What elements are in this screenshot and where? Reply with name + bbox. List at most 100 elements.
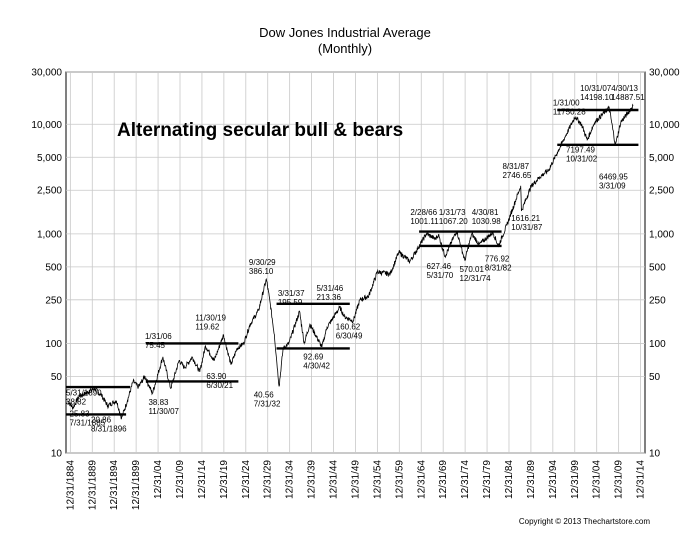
x-tick-label: 12/31/74 bbox=[460, 460, 471, 499]
annotation-bottom: 75.45 bbox=[145, 341, 166, 350]
annotation-top: 570.01 bbox=[459, 265, 484, 274]
x-tick-label: 12/31/24 bbox=[241, 460, 252, 499]
y-tick-label-right: 500 bbox=[649, 262, 666, 273]
y-tick-label-right: 5,000 bbox=[649, 153, 674, 164]
annotation-top: 11/30/19 bbox=[195, 313, 226, 322]
annotation-bottom: 6/30/21 bbox=[206, 381, 233, 390]
annotation-top: 20.86 bbox=[91, 415, 112, 424]
y-tick-label-right: 2,500 bbox=[649, 186, 674, 197]
x-tick-label: 12/31/14 bbox=[636, 460, 647, 499]
annotation-top: 4/30/81 bbox=[472, 208, 499, 217]
annotation-bottom: 11/30/07 bbox=[148, 407, 179, 416]
x-tick-label: 12/31/54 bbox=[372, 460, 383, 499]
annotation-top: 776.92 bbox=[485, 254, 510, 263]
x-tick-label: 12/31/04 bbox=[153, 460, 164, 499]
annotation-bottom: 8/31/1896 bbox=[91, 424, 127, 433]
annotation-bottom: 14198.10 bbox=[580, 93, 614, 102]
djia-series-line bbox=[66, 103, 634, 420]
annotation-top: 10/31/07 bbox=[580, 84, 612, 93]
x-tick-label: 12/31/1884 bbox=[65, 460, 76, 510]
x-tick-label: 12/31/39 bbox=[307, 460, 318, 499]
x-axis: 12/31/1884 12/31/1889 12/31/1894 12/31/1899… bbox=[65, 460, 646, 510]
y-tick-label: 2,500 bbox=[37, 186, 62, 197]
y-tick-label-right: 10,000 bbox=[649, 120, 680, 131]
annotation-bottom: 1001.11 bbox=[410, 217, 439, 226]
annotation-bottom: 10/31/87 bbox=[511, 223, 543, 232]
x-tick-label: 12/31/19 bbox=[219, 460, 230, 499]
annotation-top: 1/31/06 bbox=[145, 332, 172, 341]
support-lines-layer bbox=[66, 108, 639, 416]
annotation-top: 5/31/1890 bbox=[66, 388, 102, 397]
y-tick-label-right: 30,000 bbox=[649, 68, 680, 79]
y-axis-right: 30,000 10,000 5,000 2,500 1,000 500 250 100 50 10 bbox=[649, 68, 680, 460]
annotation-bottom: 3/31/09 bbox=[599, 181, 626, 190]
annotation-top: 5/31/46 bbox=[316, 284, 343, 293]
x-tick-label: 12/31/04 bbox=[592, 460, 603, 499]
x-tick-label: 12/31/59 bbox=[394, 460, 405, 499]
y-tick-label: 30,000 bbox=[31, 68, 62, 79]
x-tick-label: 12/31/29 bbox=[263, 460, 274, 499]
annotation-top: 1616.21 bbox=[511, 214, 540, 223]
y-tick-label: 1,000 bbox=[37, 229, 62, 240]
x-tick-label: 12/31/14 bbox=[197, 460, 208, 499]
series-layer bbox=[66, 103, 634, 420]
x-tick-label: 12/31/1894 bbox=[109, 460, 120, 510]
annotation-bottom: 2746.65 bbox=[502, 171, 531, 180]
annotation-bottom: 1067.20 bbox=[439, 217, 468, 226]
x-tick-label: 12/31/64 bbox=[416, 460, 427, 499]
annotation-bottom: 386.10 bbox=[249, 267, 274, 276]
annotation-top: 9/30/29 bbox=[249, 258, 276, 267]
annotation-top: 2/28/66 bbox=[410, 208, 437, 217]
y-tick-label: 50 bbox=[51, 372, 63, 383]
annotation-top: 627.46 bbox=[427, 262, 452, 271]
annotation-top: 4/30/13 bbox=[611, 84, 638, 93]
annotation-bottom: 1030.98 bbox=[472, 217, 501, 226]
annotation-bottom: 4/30/42 bbox=[303, 361, 330, 370]
annotation-bottom: 213.36 bbox=[316, 293, 341, 302]
annotation-top: 25.83 bbox=[70, 410, 91, 419]
annotation-bottom: 119.62 bbox=[195, 322, 219, 331]
y-tick-label: 500 bbox=[45, 262, 62, 273]
annotation-top: 7197.49 bbox=[566, 146, 595, 155]
y-tick-label-right: 100 bbox=[649, 339, 666, 350]
annotation-bottom: 195.59 bbox=[278, 298, 303, 307]
y-tick-label-right: 50 bbox=[649, 372, 661, 383]
x-tick-label: 12/31/34 bbox=[285, 460, 296, 499]
x-tick-label: 12/31/1899 bbox=[131, 460, 142, 510]
chart-title: Dow Jones Industrial Average bbox=[259, 25, 431, 40]
annotation-top: 1/31/00 bbox=[553, 99, 580, 108]
x-tick-label: 12/31/89 bbox=[526, 460, 537, 499]
y-tick-label: 10,000 bbox=[31, 120, 62, 131]
annotation-bottom: 8/31/82 bbox=[485, 263, 512, 272]
annotation-top: 38.83 bbox=[148, 398, 169, 407]
x-tick-label: 12/31/1889 bbox=[87, 460, 98, 510]
y-tick-label-right: 10 bbox=[649, 449, 661, 460]
annotation-top: 6469.95 bbox=[599, 172, 628, 181]
annotation-bottom: 12/31/74 bbox=[459, 274, 491, 283]
x-tick-label: 12/31/09 bbox=[614, 460, 625, 499]
annotation-top: 40.56 bbox=[254, 391, 275, 400]
x-tick-label: 12/31/94 bbox=[548, 460, 559, 499]
chart-subtitle: (Monthly) bbox=[318, 41, 372, 56]
annotation-bottom: 11750.28 bbox=[553, 108, 586, 117]
x-tick-label: 12/31/79 bbox=[482, 460, 493, 499]
y-tick-label: 100 bbox=[45, 339, 62, 350]
x-tick-label: 12/31/84 bbox=[504, 460, 515, 499]
annotation-bottom: 10/31/02 bbox=[566, 155, 598, 164]
x-tick-label: 12/31/44 bbox=[329, 460, 340, 499]
headline: Alternating secular bull & bears bbox=[117, 120, 403, 141]
y-tick-label-right: 250 bbox=[649, 295, 666, 306]
annotation-top: 1/31/73 bbox=[439, 208, 466, 217]
x-tick-label: 12/31/49 bbox=[350, 460, 361, 499]
x-tick-label: 12/31/99 bbox=[570, 460, 581, 499]
annotation-top: 160.62 bbox=[336, 322, 361, 331]
gridlines bbox=[66, 71, 645, 454]
annotation-bottom: 14887.51 bbox=[611, 93, 645, 102]
annotation-top: 8/31/87 bbox=[502, 162, 529, 171]
y-tick-label: 5,000 bbox=[37, 153, 62, 164]
copyright-note: Copyright © 2013 Thechartstore.com bbox=[519, 517, 650, 526]
annotation-bottom: 7/31/1885 bbox=[70, 419, 106, 428]
y-tick-label: 10 bbox=[51, 449, 63, 460]
